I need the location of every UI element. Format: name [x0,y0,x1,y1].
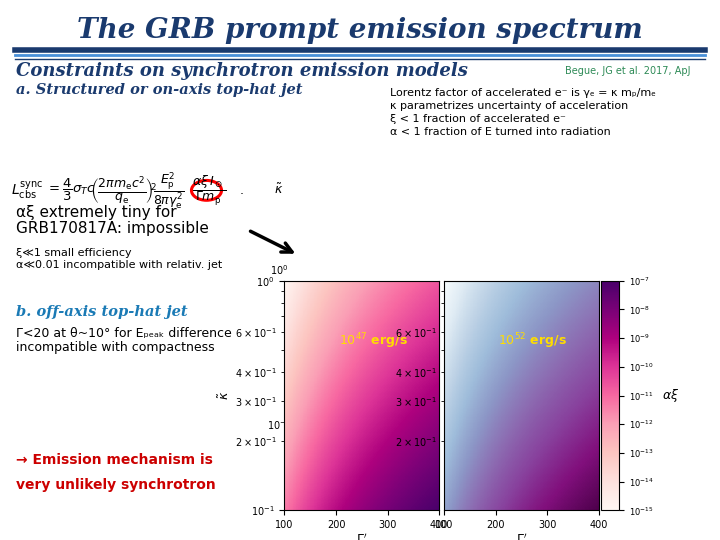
Text: $\dfrac{\alpha\xi\, I_\odot}{\Gamma m_{\rm p}}$: $\dfrac{\alpha\xi\, I_\odot}{\Gamma m_{\… [192,173,226,207]
Text: $10^{52}$ erg/s: $10^{52}$ erg/s [498,331,567,351]
X-axis label: $\Gamma'$: $\Gamma'$ [356,533,367,540]
X-axis label: $\Gamma'$: $\Gamma'$ [516,533,527,540]
Text: $= \dfrac{4}{3}\sigma_T c$: $= \dfrac{4}{3}\sigma_T c$ [46,177,96,204]
Text: incompatible with compactness: incompatible with compactness [16,341,215,354]
Text: The GRB prompt emission spectrum: The GRB prompt emission spectrum [77,17,643,44]
Text: $\Gamma'$: $\Gamma'$ [554,495,566,509]
Text: α < 1 fraction of E turned into radiation: α < 1 fraction of E turned into radiatio… [390,127,611,137]
Text: $\left(\dfrac{2\pi m_{\rm e} c^2}{q_{\rm e}}\right)^{\!\!2}$: $\left(\dfrac{2\pi m_{\rm e} c^2}{q_{\rm… [90,174,158,207]
Text: $10^0$: $10^0$ [270,263,288,277]
Text: Lorentz factor of accelerated e⁻ is γₑ = κ mₚ/mₑ: Lorentz factor of accelerated e⁻ is γₑ =… [390,88,656,98]
Text: $\Gamma'$: $\Gamma'$ [401,495,413,509]
Text: $10^{47}$ erg/s: $10^{47}$ erg/s [338,331,408,351]
Text: αξ extremely tiny for: αξ extremely tiny for [16,205,176,219]
Text: a. Structured or on-axis top-hat jet: a. Structured or on-axis top-hat jet [16,83,302,97]
Text: Γ<20 at θ~10° for Eₚₑₐₖ difference: Γ<20 at θ~10° for Eₚₑₐₖ difference [16,327,232,340]
Text: GRB170817A: impossible: GRB170817A: impossible [16,220,209,235]
Y-axis label: $\tilde{\kappa}$: $\tilde{\kappa}$ [217,391,232,400]
Text: ξ < 1 fraction of accelerated e⁻: ξ < 1 fraction of accelerated e⁻ [390,114,566,124]
Text: b. off-axis top-hat jet: b. off-axis top-hat jet [16,305,188,319]
Text: → Emission mechanism is
very unlikely synchrotron: → Emission mechanism is very unlikely sy… [16,453,216,491]
Text: α≪0.01 incompatible with relativ. jet: α≪0.01 incompatible with relativ. jet [16,260,222,270]
Text: Begue, JG et al. 2017, ApJ: Begue, JG et al. 2017, ApJ [565,66,690,76]
Text: κ parametrizes uncertainty of acceleration: κ parametrizes uncertainty of accelerati… [390,101,629,111]
Y-axis label: $\alpha\xi$: $\alpha\xi$ [662,387,679,404]
Text: ξ≪1 small efficiency: ξ≪1 small efficiency [16,248,132,258]
Text: $\dfrac{E_{\rm p}^2}{8\pi\gamma_{\rm e}^2}$: $\dfrac{E_{\rm p}^2}{8\pi\gamma_{\rm e}^… [153,170,185,211]
Text: Constraints on synchrotron emission models: Constraints on synchrotron emission mode… [16,62,468,80]
Text: $\tilde{\kappa}$: $\tilde{\kappa}$ [274,183,284,197]
Text: $L_{\rm cbs}^{\rm sync}$: $L_{\rm cbs}^{\rm sync}$ [11,179,43,201]
Text: $10^{-1}$: $10^{-1}$ [267,418,291,432]
Text: $.$: $.$ [239,184,243,197]
